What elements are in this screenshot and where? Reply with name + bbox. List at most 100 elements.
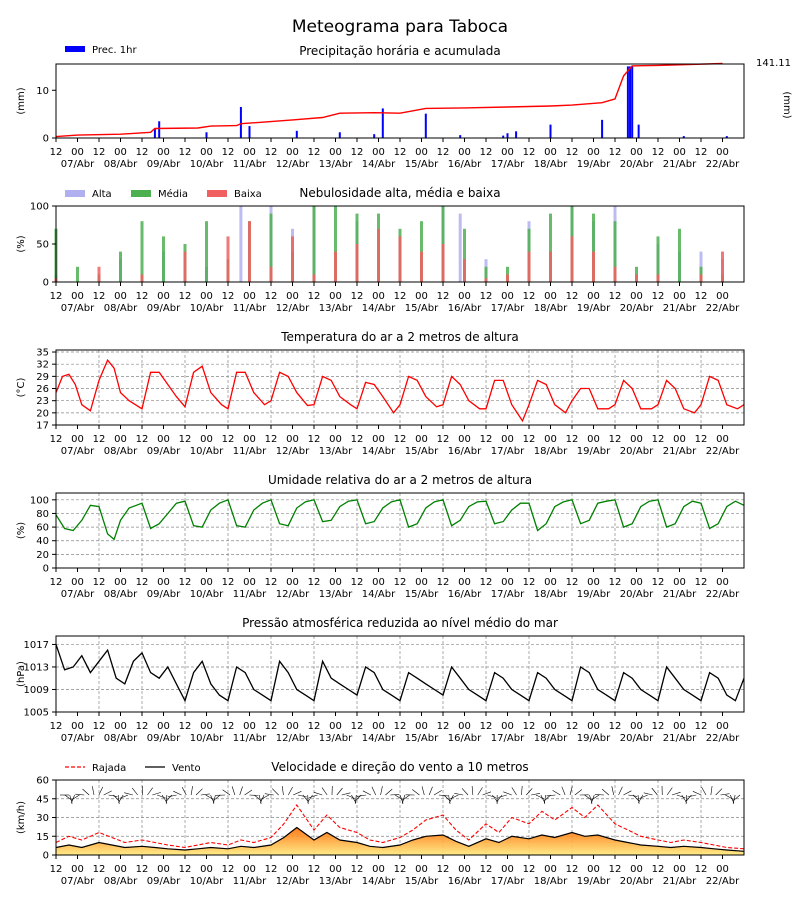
precip-total-label: 141.11: [756, 58, 791, 69]
pressure-xtick-label: 00: [200, 721, 213, 732]
wind-direction-arrow: [167, 794, 177, 798]
wind-direction-arrow: [341, 792, 351, 796]
humidity-xtick-label: 12: [308, 577, 321, 588]
humidity-xtick-label: 00: [458, 577, 471, 588]
precip-bar: [381, 108, 384, 138]
wind-direction-arrow: [720, 793, 730, 796]
legend-swatch-cloud: [207, 190, 227, 197]
wind-direction-arrow: [249, 794, 259, 796]
clouds-xtick-label: 12: [652, 291, 665, 302]
wind-direction-arrow: [521, 785, 523, 796]
temperature-xtick-label: 12: [93, 434, 106, 445]
temperature-xtick-label: 00: [71, 434, 84, 445]
clouds-xtick-label: 00: [587, 291, 600, 302]
humidity-ytick-label: 60: [36, 523, 49, 534]
precip-xtick-label: 12: [394, 147, 407, 158]
pressure-xtick-label: 00: [329, 721, 342, 732]
cloud-low-bar: [484, 278, 488, 282]
clouds-xdate-label: 19/Abr: [577, 303, 611, 314]
cloud-low-bar: [570, 236, 574, 282]
temperature-xtick-label: 12: [566, 434, 579, 445]
wind-xdate-label: 09/Abr: [147, 876, 181, 887]
precip-xtick-label: 12: [437, 147, 450, 158]
wind-direction-arrow: [623, 790, 632, 796]
clouds-xtick-label: 12: [394, 291, 407, 302]
humidity-xtick-label: 00: [372, 577, 385, 588]
pressure-xtick-label: 12: [566, 721, 579, 732]
clouds-xtick-label: 12: [179, 291, 192, 302]
cloud-mid-bar: [592, 213, 595, 282]
wind-legend: Rajada Vento: [65, 763, 201, 774]
wind-direction-arrow: [487, 794, 497, 798]
precip-bar: [248, 126, 251, 138]
precip-xtick-label: 12: [50, 147, 63, 158]
humidity-xdate-label: 13/Abr: [319, 589, 353, 600]
cloud-low-bar: [398, 236, 402, 282]
wind-xdate-label: 18/Abr: [534, 876, 568, 887]
wind-direction-arrow: [371, 786, 376, 796]
wind-xtick-label: 00: [458, 864, 471, 875]
clouds-xtick-label: 12: [480, 291, 493, 302]
temperature-xtick-label: 00: [329, 434, 342, 445]
precip-xtick-label: 12: [351, 147, 364, 158]
precip-bar: [459, 135, 462, 138]
clouds-ytick-label: 100: [30, 202, 49, 213]
clouds-xdate-label: 20/Abr: [620, 303, 654, 314]
temperature-xtick-label: 00: [114, 434, 127, 445]
precip-bar: [601, 119, 604, 138]
cloud-low-bar: [420, 251, 423, 282]
humidity-xtick-label: 12: [93, 577, 106, 588]
temperature-xtick-label: 12: [480, 434, 493, 445]
pressure-xtick-label: 12: [222, 721, 235, 732]
cloud-low-bar: [592, 251, 595, 282]
wind-direction-arrow: [231, 786, 236, 796]
precip-xtick-label: 00: [243, 147, 256, 158]
wind-xtick-label: 00: [286, 864, 299, 875]
precip-xtick-label: 00: [372, 147, 385, 158]
wind-direction-arrow: [385, 788, 393, 796]
humidity-xtick-label: 00: [157, 577, 170, 588]
precip-bar: [549, 124, 552, 138]
wind-xtick-label: 00: [501, 864, 514, 875]
humidity-xtick-label: 12: [394, 577, 407, 588]
wind-direction-arrow: [165, 794, 168, 805]
precip-xdate-label: 08/Abr: [104, 159, 138, 170]
wind-direction-arrow: [288, 786, 293, 796]
clouds-xtick-label: 00: [544, 291, 557, 302]
wind-direction-arrow: [195, 788, 203, 796]
clouds-xtick-label: 12: [222, 291, 235, 302]
temperature-xtick-label: 00: [415, 434, 428, 445]
clouds-xdate-label: 10/Abr: [190, 303, 224, 314]
temperature-xtick-label: 12: [265, 434, 278, 445]
wind-ytick-label: 60: [36, 776, 49, 787]
pressure-ytick-label: 1005: [24, 708, 49, 719]
humidity-xdate-label: 18/Abr: [534, 589, 568, 600]
precip-right-axis-label: (mm): [781, 91, 792, 118]
precip-xtick-label: 00: [114, 147, 127, 158]
wind-ylabel: (km/h): [16, 801, 27, 834]
wind-xtick-label: 00: [114, 864, 127, 875]
pressure-xtick-label: 00: [630, 721, 643, 732]
temperature-xtick-label: 12: [222, 434, 235, 445]
pressure-xtick-label: 00: [114, 721, 127, 732]
wind-direction-arrow: [297, 794, 307, 798]
wind-direction-arrow: [412, 789, 420, 796]
temperature-xtick-label: 00: [716, 434, 729, 445]
wind-xtick-label: 00: [71, 864, 84, 875]
precip-xtick-label: 12: [609, 147, 622, 158]
pressure-xdate-label: 21/Abr: [663, 733, 697, 744]
precip-bar: [637, 124, 640, 138]
cloud-low-bar: [140, 274, 144, 282]
precip-bar: [725, 136, 728, 138]
pressure-xtick-label: 12: [480, 721, 493, 732]
wind-xtick-label: 00: [243, 864, 256, 875]
pressure-xdate-label: 20/Abr: [620, 733, 654, 744]
clouds-xdate-label: 16/Abr: [448, 303, 482, 314]
figure-title: Meteograma para Taboca: [292, 17, 508, 37]
legend-label-prec: Prec. 1hr: [92, 45, 137, 56]
wind-xdate-label: 07/Abr: [61, 876, 95, 887]
wind-xtick-label: 00: [372, 864, 385, 875]
humidity-xtick-label: 00: [587, 577, 600, 588]
precip-bar: [295, 130, 298, 138]
temperature-xdate-label: 12/Abr: [276, 446, 310, 457]
